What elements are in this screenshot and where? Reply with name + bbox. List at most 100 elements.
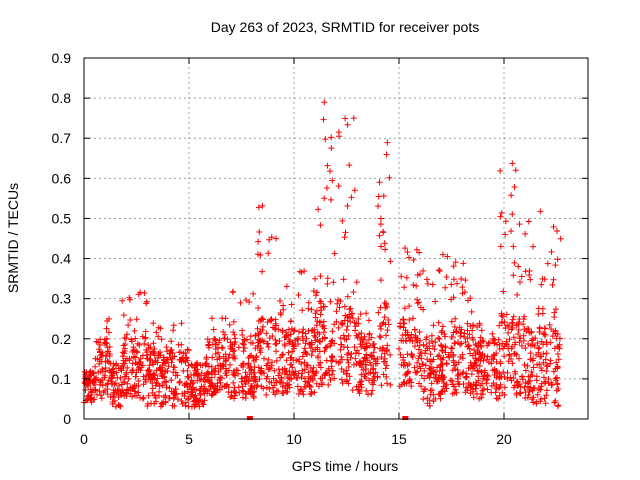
data-point	[375, 193, 382, 200]
data-point	[98, 395, 105, 402]
data-point	[544, 260, 551, 267]
data-point	[230, 388, 237, 395]
data-point	[129, 348, 136, 355]
data-point	[323, 184, 330, 191]
data-point	[85, 382, 92, 389]
data-point	[320, 116, 327, 123]
data-point	[445, 353, 452, 360]
data-point	[538, 353, 545, 360]
data-point	[172, 391, 179, 398]
data-point	[188, 377, 195, 384]
data-point	[327, 298, 334, 305]
data-point	[463, 374, 470, 381]
data-point	[322, 369, 329, 376]
data-point	[347, 354, 354, 361]
data-point	[413, 246, 420, 253]
data-point	[193, 395, 200, 402]
data-point	[285, 381, 292, 388]
data-point	[349, 387, 356, 394]
data-point	[320, 318, 327, 325]
data-point	[366, 331, 373, 338]
data-point	[416, 328, 423, 335]
data-point	[365, 336, 372, 343]
data-point	[155, 324, 162, 331]
data-point	[299, 353, 306, 360]
data-point	[458, 326, 465, 333]
y-tick-label: 0.9	[52, 50, 72, 66]
data-point	[353, 279, 360, 286]
data-point	[139, 395, 146, 402]
data-point	[180, 350, 187, 357]
data-point	[522, 268, 529, 275]
data-point	[143, 372, 150, 379]
data-point	[355, 316, 362, 323]
data-point	[416, 271, 423, 278]
y-tick-label: 0.3	[52, 291, 72, 307]
data-point	[554, 380, 561, 387]
data-point	[97, 377, 104, 384]
data-point	[197, 391, 204, 398]
data-point	[277, 354, 284, 361]
data-point	[456, 341, 463, 348]
data-point	[400, 356, 407, 363]
data-point	[295, 390, 302, 397]
data-point	[514, 291, 521, 298]
data-point	[243, 297, 250, 304]
data-point	[179, 401, 186, 408]
data-point	[457, 332, 464, 339]
data-point	[408, 331, 415, 338]
data-point	[110, 389, 117, 396]
data-point	[311, 389, 318, 396]
data-point	[406, 378, 413, 385]
data-point	[247, 339, 254, 346]
data-point	[431, 346, 438, 353]
data-point	[212, 350, 219, 357]
data-point	[134, 349, 141, 356]
data-point	[344, 202, 351, 209]
data-point	[328, 145, 335, 152]
data-point	[483, 356, 490, 363]
data-point	[187, 393, 194, 400]
data-point	[383, 151, 390, 158]
data-point	[531, 342, 538, 349]
data-point	[312, 275, 319, 282]
data-point	[109, 372, 116, 379]
data-point	[341, 303, 348, 310]
data-point	[105, 348, 112, 355]
data-point	[406, 375, 413, 382]
data-point	[512, 167, 519, 174]
data-point	[135, 377, 142, 384]
data-point	[222, 351, 229, 358]
data-point	[403, 274, 410, 281]
data-point	[554, 403, 561, 410]
data-point	[280, 306, 287, 313]
data-point	[242, 374, 249, 381]
data-point	[132, 359, 139, 366]
data-point	[285, 326, 292, 333]
data-point	[419, 361, 426, 368]
data-point	[337, 346, 344, 353]
data-point	[175, 341, 182, 348]
data-point	[350, 289, 357, 296]
data-point	[450, 351, 457, 358]
data-point	[515, 326, 522, 333]
data-point	[103, 325, 110, 332]
data-point	[272, 316, 279, 323]
data-point	[472, 355, 479, 362]
data-point	[321, 335, 328, 342]
data-point	[342, 229, 349, 236]
data-point	[255, 305, 262, 312]
data-point	[125, 387, 132, 394]
data-point	[140, 373, 147, 380]
data-point	[415, 299, 422, 306]
data-point	[292, 368, 299, 375]
data-point	[221, 335, 228, 342]
data-point	[336, 304, 343, 311]
data-point	[316, 348, 323, 355]
data-point	[450, 263, 457, 270]
data-point	[422, 385, 429, 392]
data-point	[308, 306, 315, 313]
data-point	[529, 387, 536, 394]
data-point	[443, 361, 450, 368]
data-point	[127, 317, 134, 324]
